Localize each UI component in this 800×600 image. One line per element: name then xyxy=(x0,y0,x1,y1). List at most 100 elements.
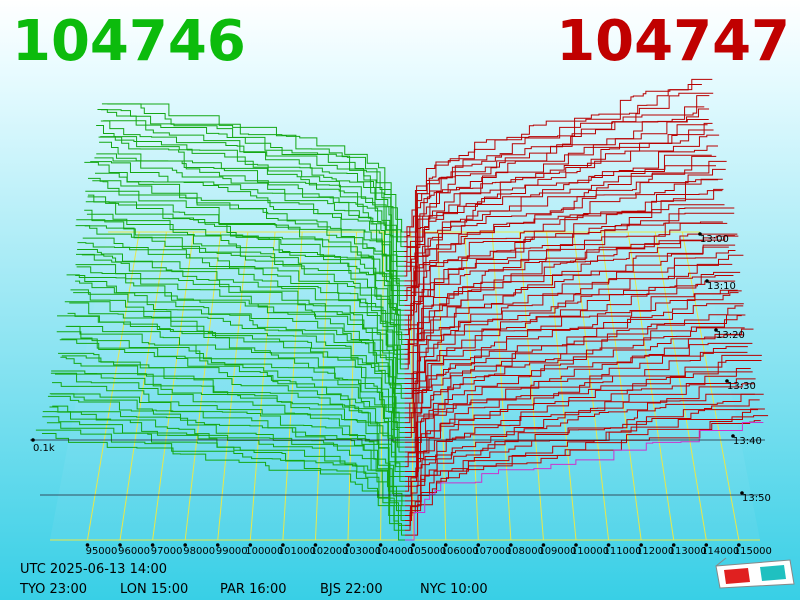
tick-dot xyxy=(671,543,676,547)
bid-depth-line xyxy=(84,209,405,336)
bid-depth-line xyxy=(75,225,405,355)
ask-depth-line xyxy=(404,409,759,517)
tick-dot xyxy=(606,543,611,547)
tick-dot xyxy=(183,543,187,547)
ask-depth-line xyxy=(404,168,726,311)
tick-dot xyxy=(574,543,578,547)
price-label: 115000 xyxy=(734,546,772,557)
ask-depth-line xyxy=(404,334,744,453)
time-dot xyxy=(714,328,718,332)
bid-depth-line xyxy=(58,352,405,463)
bid-depth-line xyxy=(100,120,405,257)
ask-depth-line xyxy=(404,393,764,512)
price-label: 99000 xyxy=(216,546,248,557)
bid-depth-line xyxy=(100,136,405,267)
tick-dot xyxy=(443,543,448,547)
price-label: 113000 xyxy=(669,546,707,557)
ask-depth-line xyxy=(404,315,742,443)
ask-depth-line xyxy=(404,290,742,414)
grid-line xyxy=(627,231,675,541)
grid-line xyxy=(119,231,167,541)
bid-depth-line xyxy=(54,373,405,482)
time-label: 13:50 xyxy=(742,493,771,504)
glasses-icon xyxy=(715,557,795,589)
grid-line xyxy=(518,231,544,541)
ask-depth-line xyxy=(404,92,714,243)
price-label: 108000 xyxy=(506,546,544,557)
time-label: 13:10 xyxy=(707,281,736,292)
depth-lines xyxy=(35,78,769,541)
bid-depth-line xyxy=(35,429,405,536)
bid-depth-line xyxy=(100,109,405,243)
tick-dot xyxy=(215,543,220,547)
ask-depth-line xyxy=(404,408,765,526)
time-dot xyxy=(731,434,735,438)
ask-depth-line xyxy=(404,393,755,507)
time-dot xyxy=(705,279,709,283)
ask-depth-line xyxy=(404,303,744,429)
bid-depth-line xyxy=(46,422,405,531)
bid-depth-line xyxy=(76,266,405,389)
ask-depth-line xyxy=(404,346,748,468)
price-label: 98000 xyxy=(183,546,215,557)
zone-time: BJS 22:00 xyxy=(320,582,383,597)
bid-depth-line xyxy=(85,201,405,331)
bid-depth-line xyxy=(64,301,405,419)
grid-line xyxy=(681,231,740,541)
ask-depth-line xyxy=(404,351,748,473)
time-label: 13:20 xyxy=(716,330,745,341)
bid-depth-line xyxy=(49,406,405,517)
price-label: 105000 xyxy=(408,546,446,557)
bid-depth-line xyxy=(92,180,405,306)
ask-depth-line xyxy=(404,207,735,341)
tick-dot xyxy=(737,543,741,547)
price-label: 103000 xyxy=(343,546,381,557)
ask-depth-line xyxy=(405,421,764,541)
bid-depth-line xyxy=(61,355,405,468)
time-label: 13:00 xyxy=(700,234,729,245)
ask-depth-line xyxy=(404,292,739,424)
bid-depth-line xyxy=(96,125,405,262)
bid-depth-line xyxy=(86,213,405,341)
bid-depth-line xyxy=(57,315,405,433)
ask-depth-line xyxy=(404,188,724,331)
bid-depth-line xyxy=(90,161,405,292)
tick-dot xyxy=(541,543,546,547)
ask-depth-line xyxy=(404,190,723,326)
price-label: 106000 xyxy=(441,546,479,557)
bid-depth-line xyxy=(95,172,405,301)
bid-depth-line xyxy=(41,432,405,541)
time-label: 13:40 xyxy=(733,436,762,447)
tick-dot xyxy=(476,543,481,547)
bid-depth-line xyxy=(75,253,405,380)
bid-depth-line xyxy=(60,356,405,473)
price-label: 104000 xyxy=(376,546,414,557)
ask-depth-line xyxy=(404,327,745,448)
ask-depth-line xyxy=(404,129,714,277)
ask-depth-line xyxy=(404,134,720,282)
price-label: 110000 xyxy=(571,546,609,557)
price-label: 101000 xyxy=(278,546,316,557)
ask-depth-line xyxy=(404,378,756,497)
time-dot xyxy=(698,232,702,236)
tick-dot xyxy=(313,543,318,547)
bid-depth-line xyxy=(42,416,405,526)
bid-depth-line xyxy=(76,219,405,345)
tick-dot xyxy=(704,543,709,547)
ask-depth-line xyxy=(404,420,761,536)
price-label: 100000 xyxy=(245,546,283,557)
grid-line xyxy=(217,231,249,541)
ask-depth-line xyxy=(404,250,736,385)
tick-dot xyxy=(411,543,415,547)
ask-depth-line xyxy=(404,383,755,502)
volume-label: 0.1k xyxy=(33,443,55,454)
bid-depth-line xyxy=(61,338,405,453)
ask-depth-line xyxy=(404,305,744,433)
ask-depth-line xyxy=(404,145,718,287)
ask-depth-line xyxy=(404,244,736,380)
ask-depth-line xyxy=(404,222,728,355)
tick-dot xyxy=(639,543,643,547)
utc-time: UTC 2025-06-13 14:00 xyxy=(20,562,167,577)
